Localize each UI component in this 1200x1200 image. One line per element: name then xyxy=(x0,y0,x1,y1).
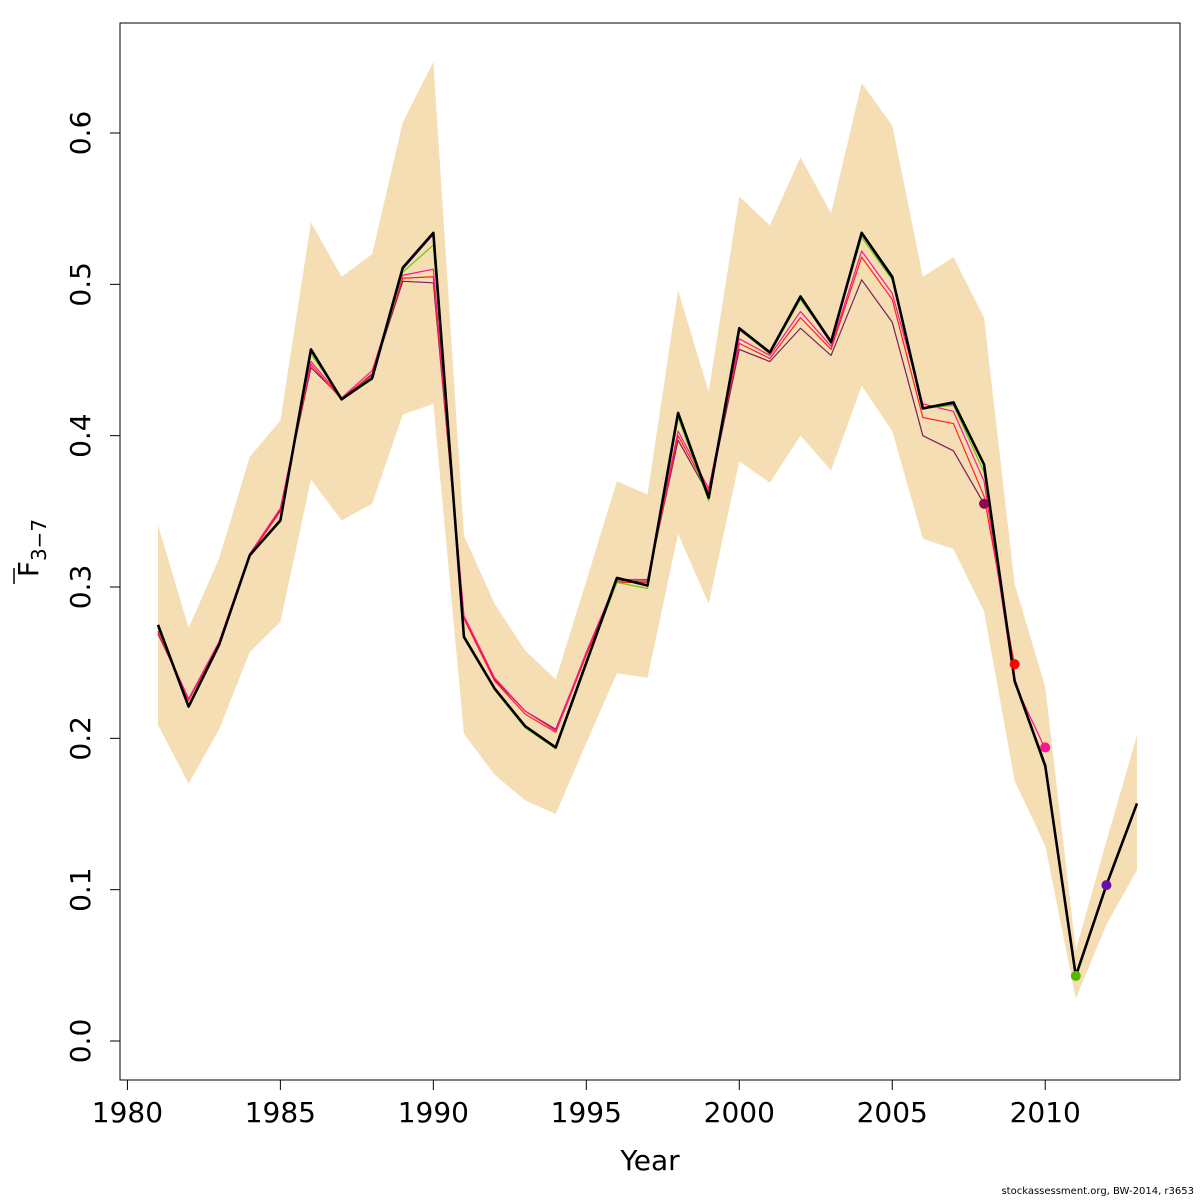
series-lines xyxy=(156,231,1139,978)
endpoint-marker-2012 xyxy=(1101,880,1112,891)
endpoint-marker-2008 xyxy=(979,498,990,509)
y-axis-title-main: F xyxy=(12,561,45,577)
endpoint-marker-2010 xyxy=(1040,742,1051,753)
confidence-band xyxy=(158,61,1137,999)
credit-text: stockassessment.org, BW-2014, r3653 xyxy=(1001,1186,1194,1197)
x-axis-title: Year xyxy=(619,1144,680,1177)
series-line-3 xyxy=(157,250,1046,750)
confidence-band-area xyxy=(158,61,1137,999)
endpoint-marker-2011 xyxy=(1070,970,1081,981)
endpoint-markers xyxy=(979,498,1112,981)
endpoint-marker-2009 xyxy=(1009,659,1020,670)
series-line-6 xyxy=(156,231,1139,978)
y-tick-label: 0.4 xyxy=(64,413,97,458)
svg-text:F3−7: F3−7 xyxy=(12,519,51,577)
x-tick-label: 2005 xyxy=(857,1096,928,1129)
x-tick-label: 1980 xyxy=(92,1096,163,1129)
y-tick-label: 0.6 xyxy=(64,111,97,156)
y-tick-label: 0.1 xyxy=(64,867,97,912)
y-tick-label: 0.3 xyxy=(64,565,97,610)
y-axis-title-subscript: 3−7 xyxy=(27,519,51,561)
x-tick-label: 2000 xyxy=(704,1096,775,1129)
y-tick-label: 0.2 xyxy=(64,716,97,761)
x-tick-label: 2010 xyxy=(1010,1096,1081,1129)
x-tick-label: 1985 xyxy=(245,1096,316,1129)
x-tick-label: 1995 xyxy=(551,1096,622,1129)
y-tick-label: 0.5 xyxy=(64,262,97,307)
x-tick-label: 1990 xyxy=(398,1096,469,1129)
y-axis-title: F3−7 xyxy=(12,519,51,584)
y-axis: 0.0 0.1 0.2 0.3 0.4 0.5 0.6 xyxy=(64,111,121,1064)
y-tick-label: 0.0 xyxy=(64,1019,97,1064)
x-axis: 1980 1985 1990 1995 2000 2005 2010 xyxy=(92,1079,1081,1129)
